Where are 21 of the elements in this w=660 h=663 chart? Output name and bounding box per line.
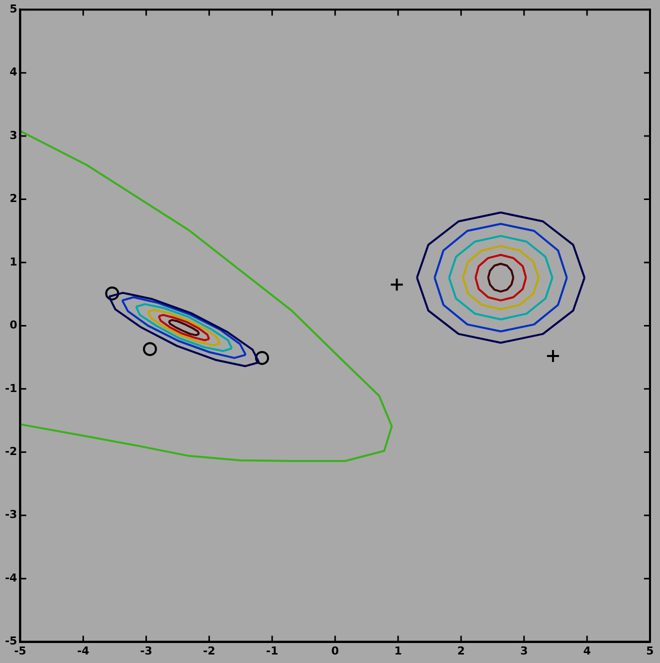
x-tick-label: 0 bbox=[331, 644, 340, 658]
y-tick-label: 1 bbox=[10, 255, 18, 268]
y-tick-label: -3 bbox=[4, 508, 18, 522]
x-tick-label: -3 bbox=[140, 644, 152, 658]
y-tick-label: 3 bbox=[10, 128, 18, 142]
y-tick-label: 2 bbox=[10, 192, 18, 206]
y-tick-label: 5 bbox=[10, 2, 18, 16]
y-tick-label: -1 bbox=[4, 382, 18, 395]
y-tick-label: 0 bbox=[10, 318, 18, 332]
x-tick-label: 3 bbox=[520, 644, 528, 658]
x-tick-label: 2 bbox=[457, 644, 465, 658]
y-tick-label: -2 bbox=[4, 445, 18, 458]
y-tick-label: 4 bbox=[10, 66, 18, 79]
x-tick-label: 4 bbox=[583, 644, 592, 658]
x-tick-label: 1 bbox=[394, 644, 402, 658]
x-tick-label: -1 bbox=[266, 644, 278, 658]
y-tick-label: -4 bbox=[4, 571, 18, 584]
y-tick-label: -5 bbox=[4, 634, 18, 648]
x-tick-label: -4 bbox=[77, 644, 90, 658]
x-tick-label: -2 bbox=[203, 644, 216, 658]
x-tick-label: 5 bbox=[646, 644, 654, 658]
